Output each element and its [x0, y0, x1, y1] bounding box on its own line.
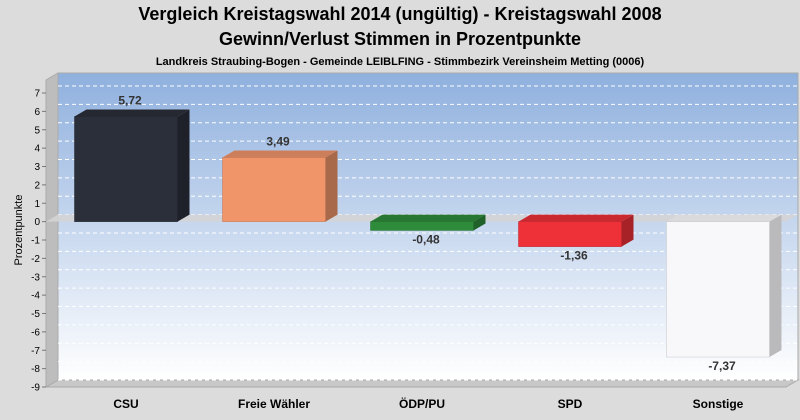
y-tick-label: 2 [34, 180, 40, 191]
bar-value-label: -7,37 [708, 359, 736, 373]
chart-title: Vergleich Kreistagswahl 2014 (ungültig) … [138, 4, 661, 24]
chart-subsubtitle: Landkreis Straubing-Bogen - Gemeinde LEI… [156, 56, 645, 68]
bar-front [222, 157, 326, 222]
y-tick-label: 7 [34, 89, 40, 100]
bar-front [74, 116, 178, 222]
y-tick-label: 0 [34, 217, 40, 228]
y-tick-label: 1 [34, 199, 40, 210]
category-label: SPD [558, 397, 583, 411]
bar-side [769, 214, 782, 358]
bar-2: -0,48 [370, 214, 486, 246]
y-axis-ticks: 7 6 5 4 3 2 1 0 -1 -2 -3 -4 -5 -6 -7 -8 -9 [31, 89, 46, 394]
bar-front [370, 221, 474, 231]
bar-value-label: 5,72 [118, 94, 142, 108]
bar-top [222, 150, 338, 158]
plot-left-wall [45, 72, 59, 388]
y-tick-label: -3 [31, 272, 40, 283]
y-tick-label: -9 [31, 383, 40, 394]
bar-3: -1,36 [518, 214, 634, 263]
y-tick-label: -7 [31, 346, 40, 357]
bar-side [621, 214, 634, 247]
bar-side [325, 150, 338, 222]
y-tick-label: -1 [31, 236, 40, 247]
category-label: CSU [113, 397, 138, 411]
bar-front [518, 221, 622, 247]
bar-top [370, 214, 486, 222]
bars: 5,72 3,49 -0,48 -1,36 -7,37 [74, 94, 782, 373]
bar-value-label: -0,48 [412, 232, 440, 246]
y-tick-label: 5 [34, 125, 40, 136]
y-tick-label: 3 [34, 162, 40, 173]
bar-side [177, 109, 190, 222]
category-label: ÖDP/PU [399, 396, 445, 411]
bar-top [74, 109, 190, 117]
y-tick-label: -6 [31, 327, 40, 338]
bar-top [518, 214, 634, 222]
bar-value-label: -1,36 [560, 249, 588, 263]
bar-0: 5,72 [74, 94, 190, 222]
bar-front [666, 221, 770, 358]
bar-value-label: 3,49 [266, 134, 290, 148]
y-tick-label: -5 [31, 309, 40, 320]
bar-side [473, 214, 486, 231]
x-axis-categories: CSU Freie Wähler ÖDP/PU SPD Sonstige [113, 396, 743, 411]
bar-4: -7,37 [666, 214, 782, 373]
category-label: Sonstige [693, 397, 744, 411]
y-tick-label: -2 [31, 254, 40, 265]
category-label: Freie Wähler [238, 397, 310, 411]
plot-floor [44, 379, 800, 388]
y-tick-label: 6 [34, 107, 40, 118]
bar-1: 3,49 [222, 134, 338, 222]
chart-subtitle: Gewinn/Verlust Stimmen in Prozentpunkte [219, 29, 581, 49]
y-tick-label: -4 [31, 291, 40, 302]
y-axis-label: Prozentpunkte [13, 195, 25, 266]
bar-top [666, 214, 782, 222]
y-tick-label: 4 [34, 144, 40, 155]
y-tick-label: -8 [31, 364, 40, 375]
